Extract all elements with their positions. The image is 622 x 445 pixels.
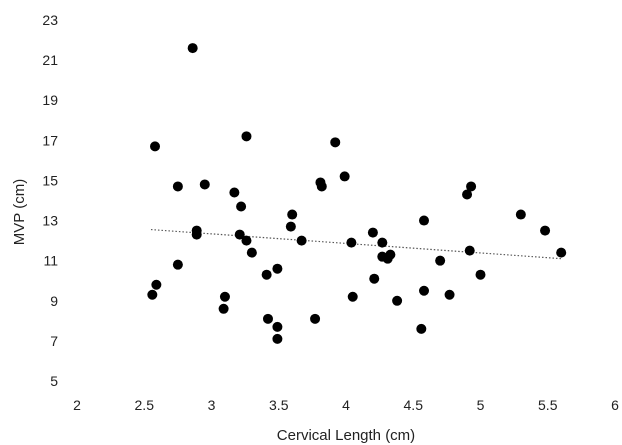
y-tick-label: 11 (43, 253, 58, 269)
x-tick-label: 3.5 (269, 397, 289, 413)
data-point (261, 269, 272, 280)
x-tick-label: 4 (342, 397, 350, 413)
data-point (262, 313, 273, 324)
x-tick-label: 4.5 (404, 397, 424, 413)
data-point (151, 279, 162, 290)
data-point (556, 247, 567, 258)
x-tick-label: 2 (73, 397, 81, 413)
data-point (172, 181, 183, 192)
data-point (347, 291, 358, 302)
data-point (444, 289, 455, 300)
data-point (540, 225, 551, 236)
data-point (464, 245, 475, 256)
y-tick-label: 19 (42, 92, 58, 108)
y-tick-label: 23 (42, 12, 58, 28)
data-point (285, 221, 296, 232)
x-tick-label: 6 (611, 397, 619, 413)
data-point (416, 323, 427, 334)
data-point (234, 229, 245, 240)
data-point (435, 255, 446, 266)
data-point (187, 43, 198, 54)
data-point (419, 215, 430, 226)
data-point (246, 247, 257, 258)
data-point (272, 263, 283, 274)
x-tick-label: 5 (477, 397, 485, 413)
data-point (475, 269, 486, 280)
data-point (392, 295, 403, 306)
data-point (385, 249, 396, 260)
data-point (191, 229, 202, 240)
data-point (229, 187, 240, 198)
x-axis-label: Cervical Length (cm) (277, 427, 415, 444)
data-point (219, 291, 230, 302)
data-point (377, 237, 388, 248)
data-point (330, 137, 341, 148)
y-tick-label: 17 (42, 132, 58, 148)
y-tick-label: 5 (50, 373, 58, 389)
data-point (316, 181, 327, 192)
data-point (272, 333, 283, 344)
data-point (466, 181, 477, 192)
x-tick-label: 3 (208, 397, 216, 413)
data-point (367, 227, 378, 238)
data-point (199, 179, 210, 190)
data-point (236, 201, 247, 212)
data-point (147, 289, 158, 300)
y-tick-label: 13 (42, 213, 58, 229)
y-tick-label: 21 (42, 52, 58, 68)
data-point (241, 235, 252, 246)
x-axis-ticks: 2 2.5 3 3.5 4 4.5 5 5.5 6 (73, 397, 619, 413)
y-axis-ticks: 5 7 9 11 13 15 17 19 21 23 (42, 12, 58, 389)
data-point (462, 189, 473, 200)
data-point (172, 259, 183, 270)
y-axis-label: MVP (cm) (11, 179, 28, 245)
x-tick-label: 5.5 (538, 397, 558, 413)
data-point (515, 209, 526, 220)
y-tick-label: 15 (42, 172, 58, 188)
data-point (310, 313, 321, 324)
data-point (218, 303, 229, 314)
data-point (287, 209, 298, 220)
x-tick-label: 2.5 (135, 397, 155, 413)
data-point (241, 131, 252, 142)
data-point (150, 141, 161, 152)
data-point (346, 237, 357, 248)
y-tick-label: 9 (50, 293, 58, 309)
data-point (272, 321, 283, 332)
data-point (369, 273, 380, 284)
data-point (296, 235, 307, 246)
data-point (419, 285, 430, 296)
y-tick-label: 7 (50, 333, 58, 349)
data-point (339, 171, 350, 182)
data-points-layer (147, 43, 567, 344)
